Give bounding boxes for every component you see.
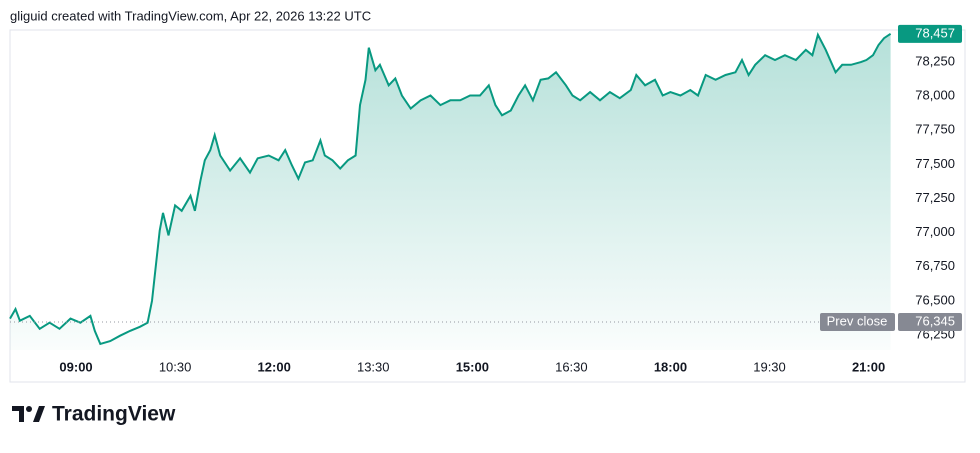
y-tick-label: 77,500 xyxy=(915,156,955,171)
x-tick-label: 19:30 xyxy=(753,359,786,374)
y-tick-label: 77,000 xyxy=(915,224,955,239)
x-tick-label: 15:00 xyxy=(456,359,489,374)
x-tick-label: 18:00 xyxy=(654,359,687,374)
y-tick-label: 76,500 xyxy=(915,292,955,307)
prev-close-tag xyxy=(820,313,895,332)
price-line xyxy=(9,32,892,346)
x-tick-label: 09:00 xyxy=(59,359,92,374)
prev-close-name: Prev close xyxy=(827,313,888,328)
header: gliguid created with TradingView.com, Ap… xyxy=(10,8,371,23)
logo xyxy=(12,406,45,422)
x-tick-label: 12:00 xyxy=(258,359,291,374)
prev-close-value: 76,345 xyxy=(915,313,955,328)
x-tick-label: 16:30 xyxy=(555,359,588,374)
last-value: 78,457 xyxy=(915,25,955,40)
y-tick-label: 78,000 xyxy=(915,88,955,103)
area-fill xyxy=(10,33,891,351)
x-tick-label: 10:30 xyxy=(159,359,192,374)
y-tick-label: 77,750 xyxy=(915,122,955,137)
brand: TradingView xyxy=(52,403,176,426)
y-tick-label: 78,250 xyxy=(915,54,955,69)
x-tick-label: 13:30 xyxy=(357,359,390,374)
last-value-tag xyxy=(898,24,962,43)
x-tick-label: 21:00 xyxy=(852,359,885,374)
prev-close-value-tag xyxy=(898,313,962,332)
y-tick-label: 77,250 xyxy=(915,190,955,205)
y-tick-label: 76,750 xyxy=(915,258,955,273)
frame xyxy=(9,29,966,383)
